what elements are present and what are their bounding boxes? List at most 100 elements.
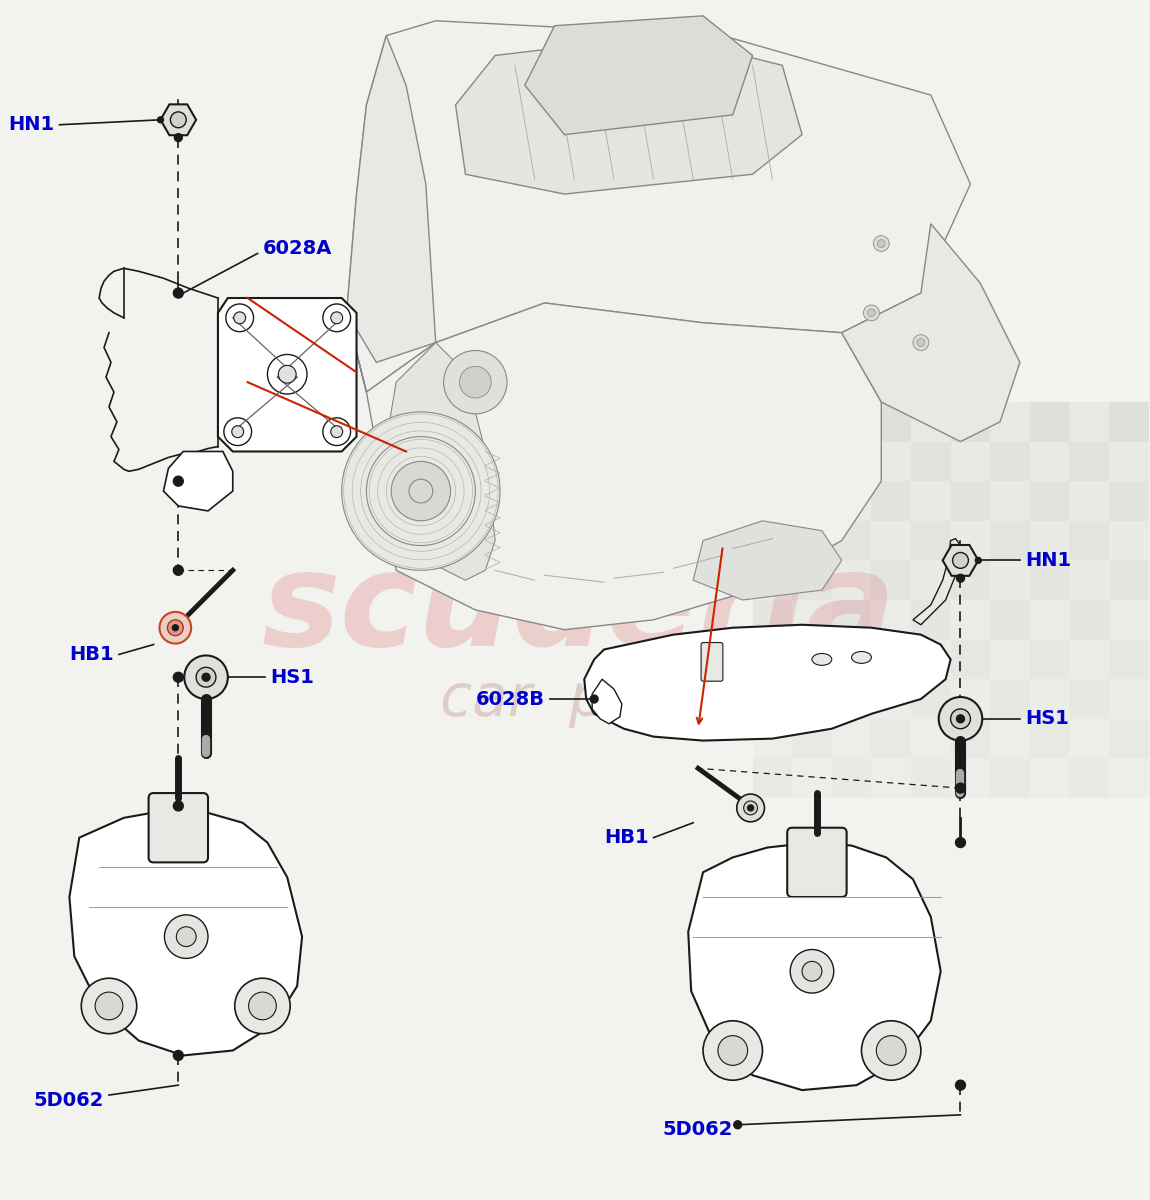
Bar — [1109, 521, 1149, 560]
Circle shape — [956, 784, 966, 793]
Bar — [911, 719, 951, 758]
Bar — [1070, 560, 1109, 600]
FancyBboxPatch shape — [788, 828, 846, 898]
Text: car  parts: car parts — [439, 671, 719, 727]
Bar — [951, 521, 990, 560]
Bar — [911, 442, 951, 481]
Circle shape — [917, 338, 925, 347]
Circle shape — [790, 949, 834, 994]
FancyBboxPatch shape — [148, 793, 208, 863]
Bar — [990, 600, 1029, 640]
Bar — [752, 521, 792, 560]
Bar — [831, 600, 872, 640]
Bar — [792, 481, 831, 521]
Circle shape — [174, 476, 183, 486]
Polygon shape — [584, 625, 951, 740]
Bar — [990, 402, 1029, 442]
Bar — [1029, 600, 1070, 640]
Circle shape — [938, 697, 982, 740]
Bar — [1070, 402, 1109, 442]
Bar — [831, 442, 872, 481]
Circle shape — [170, 112, 186, 127]
Circle shape — [174, 288, 183, 298]
Bar — [1070, 679, 1109, 719]
Bar — [752, 640, 792, 679]
Bar — [872, 600, 911, 640]
Circle shape — [957, 575, 965, 582]
Circle shape — [160, 612, 191, 643]
Text: 5D062: 5D062 — [662, 1121, 733, 1139]
Circle shape — [744, 800, 758, 815]
Circle shape — [975, 558, 981, 563]
Ellipse shape — [812, 654, 831, 665]
Bar — [1029, 402, 1070, 442]
Bar — [951, 640, 990, 679]
Bar — [831, 719, 872, 758]
Circle shape — [957, 715, 965, 722]
Bar — [831, 758, 872, 798]
Bar — [752, 719, 792, 758]
Bar — [752, 758, 792, 798]
Bar — [951, 600, 990, 640]
Bar — [1070, 640, 1109, 679]
Bar — [1029, 442, 1070, 481]
Circle shape — [82, 978, 137, 1033]
Circle shape — [174, 672, 183, 682]
Bar — [1109, 679, 1149, 719]
Bar — [872, 402, 911, 442]
Bar — [990, 758, 1029, 798]
Bar — [990, 640, 1029, 679]
Bar — [1029, 679, 1070, 719]
Polygon shape — [913, 539, 960, 625]
Bar — [911, 481, 951, 521]
Circle shape — [734, 1121, 742, 1129]
Circle shape — [184, 655, 228, 700]
Bar — [872, 560, 911, 600]
Circle shape — [268, 354, 307, 394]
Bar — [872, 719, 911, 758]
Bar — [792, 758, 831, 798]
Bar — [752, 442, 792, 481]
Circle shape — [158, 116, 163, 122]
Bar — [990, 719, 1029, 758]
Bar — [1070, 521, 1109, 560]
Polygon shape — [217, 298, 356, 451]
Bar — [911, 402, 951, 442]
Polygon shape — [455, 36, 802, 194]
Circle shape — [867, 308, 875, 317]
Circle shape — [737, 794, 765, 822]
Circle shape — [235, 978, 290, 1033]
Bar — [951, 402, 990, 442]
Bar — [831, 481, 872, 521]
Polygon shape — [524, 16, 752, 134]
Circle shape — [331, 426, 343, 438]
Bar — [872, 521, 911, 560]
Bar — [911, 560, 951, 600]
Bar — [792, 402, 831, 442]
Bar — [872, 442, 911, 481]
Circle shape — [224, 418, 252, 445]
Circle shape — [391, 461, 451, 521]
Bar — [872, 758, 911, 798]
Bar — [951, 442, 990, 481]
Polygon shape — [693, 521, 842, 600]
Polygon shape — [346, 20, 971, 392]
Bar — [872, 481, 911, 521]
Circle shape — [802, 961, 822, 982]
Bar — [872, 679, 911, 719]
Circle shape — [174, 800, 183, 811]
Circle shape — [877, 240, 886, 247]
Bar — [792, 679, 831, 719]
Bar — [792, 442, 831, 481]
Bar — [1029, 481, 1070, 521]
Bar — [911, 600, 951, 640]
Bar — [911, 679, 951, 719]
Text: 6028A: 6028A — [262, 239, 332, 258]
Text: HS1: HS1 — [1025, 709, 1068, 728]
Circle shape — [331, 312, 343, 324]
Bar — [1070, 758, 1109, 798]
Circle shape — [873, 235, 889, 252]
Bar — [990, 521, 1029, 560]
Circle shape — [718, 1036, 748, 1066]
Circle shape — [323, 418, 351, 445]
